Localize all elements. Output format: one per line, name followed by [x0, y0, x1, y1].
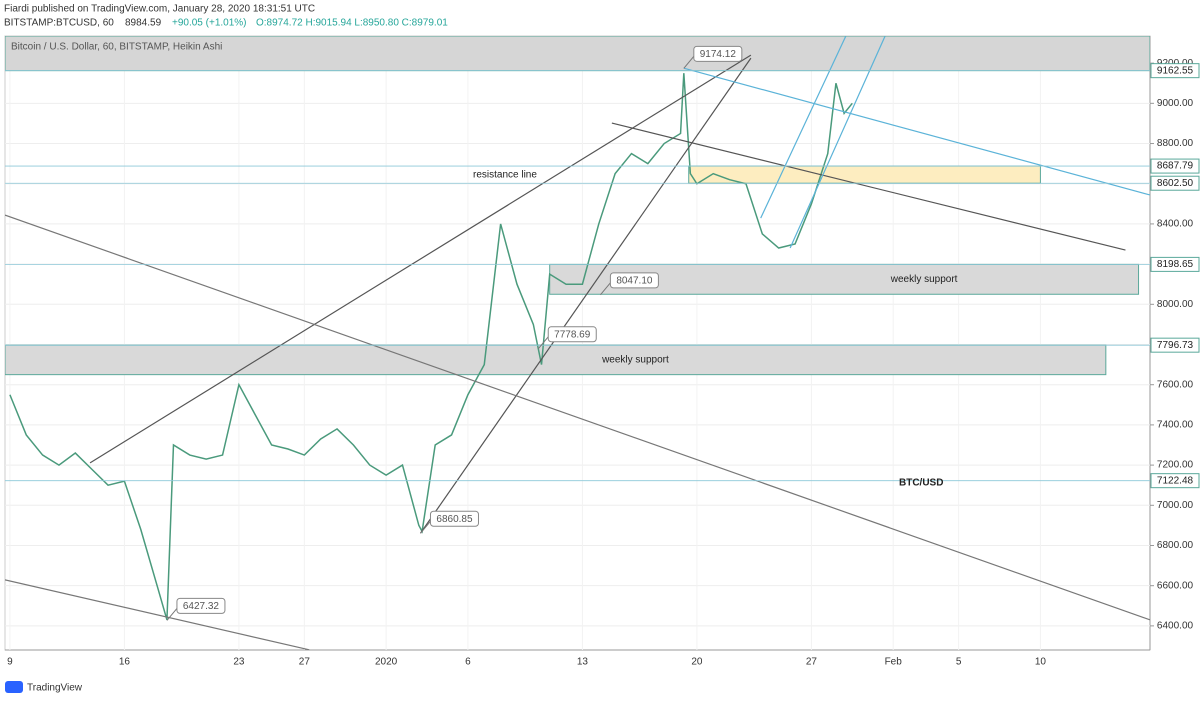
y-tick-label: 8000.00: [1157, 299, 1194, 310]
level-label: 8687.79: [1157, 161, 1194, 172]
y-tick-label: 8400.00: [1157, 219, 1194, 230]
y-tick-label: 7400.00: [1157, 420, 1194, 431]
author-line: Fiardi published on TradingView.com, Jan…: [4, 4, 315, 15]
annotation-pointer: [537, 336, 549, 350]
y-tick-label: 7000.00: [1157, 500, 1194, 511]
change: +90.05 (+1.01%): [172, 18, 247, 29]
y-tick-label: 9000.00: [1157, 98, 1194, 109]
y-tick-label: 6600.00: [1157, 580, 1194, 591]
pair-text: BTC/USD: [899, 478, 943, 489]
trendline: [419, 57, 752, 534]
price-line: [9, 73, 853, 621]
annotation-label: 8047.10: [616, 275, 653, 286]
annotation-box: [547, 326, 597, 343]
level-box: [1150, 158, 1200, 174]
trendline: [760, 36, 847, 219]
annotation-pointer: [600, 282, 611, 296]
zone-label: weekly support: [890, 274, 958, 285]
trendline: [683, 67, 1150, 196]
annotation-box: [429, 510, 479, 527]
brand-logo: [5, 681, 23, 693]
level-label: 8198.65: [1157, 259, 1194, 270]
annotation-label: 6427.32: [183, 601, 220, 612]
trendline: [5, 579, 310, 650]
symbol: BITSTAMP:BTCUSD, 60: [4, 18, 114, 29]
zone: [688, 165, 1041, 184]
x-tick-label: 2020: [375, 657, 398, 668]
last-price: 8984.59: [125, 18, 162, 29]
trendline: [789, 36, 886, 249]
x-tick-label: 5: [956, 657, 962, 668]
annotation-label: 7778.69: [554, 329, 591, 340]
y-tick-label: 7200.00: [1157, 460, 1194, 471]
trendline: [611, 122, 1126, 251]
y-tick-label: 7600.00: [1157, 379, 1194, 390]
annotation-pointer: [683, 56, 695, 69]
x-tick-label: 16: [119, 657, 131, 668]
level-box: [1150, 337, 1200, 353]
resistance-text: resistance line: [473, 170, 537, 181]
level-box: [1150, 63, 1200, 79]
annotation-box: [609, 272, 659, 289]
y-tick-label: 8800.00: [1157, 138, 1194, 149]
level-label: 7796.73: [1157, 340, 1194, 351]
level-box: [1150, 175, 1200, 191]
level-label: 9162.55: [1157, 65, 1194, 76]
x-tick-label: 20: [691, 657, 703, 668]
trendline: [5, 214, 1150, 621]
level-box: [1150, 256, 1200, 272]
chart-title: Bitcoin / U.S. Dollar, 60, BITSTAMP, Hei…: [11, 42, 222, 53]
zone-label: weekly support: [601, 355, 669, 366]
ohlc: O:8974.72 H:9015.94 L:8950.80 C:8979.01: [256, 18, 448, 29]
x-tick-label: 27: [806, 657, 818, 668]
x-tick-label: 10: [1035, 657, 1047, 668]
x-tick-label: Feb: [885, 657, 903, 668]
annotation-pointer: [166, 608, 178, 621]
x-tick-label: 23: [233, 657, 245, 668]
level-label: 7122.48: [1157, 475, 1194, 486]
trendline: [89, 54, 752, 464]
x-tick-label: 13: [577, 657, 589, 668]
level-box: [1150, 473, 1200, 489]
annotation-label: 9174.12: [700, 49, 737, 60]
x-tick-label: 6: [465, 657, 471, 668]
y-tick-label: 6400.00: [1157, 621, 1194, 632]
annotation-box: [176, 597, 226, 614]
annotation-box: [693, 45, 743, 62]
x-tick-label: 9: [7, 657, 13, 668]
zone: [5, 344, 1107, 376]
annotation-label: 6860.85: [436, 514, 473, 525]
annotation-pointer: [420, 520, 431, 534]
y-tick-label: 6800.00: [1157, 540, 1194, 551]
level-label: 8602.50: [1157, 178, 1194, 189]
brand[interactable]: TradingView: [27, 683, 83, 694]
x-tick-label: 27: [299, 657, 311, 668]
